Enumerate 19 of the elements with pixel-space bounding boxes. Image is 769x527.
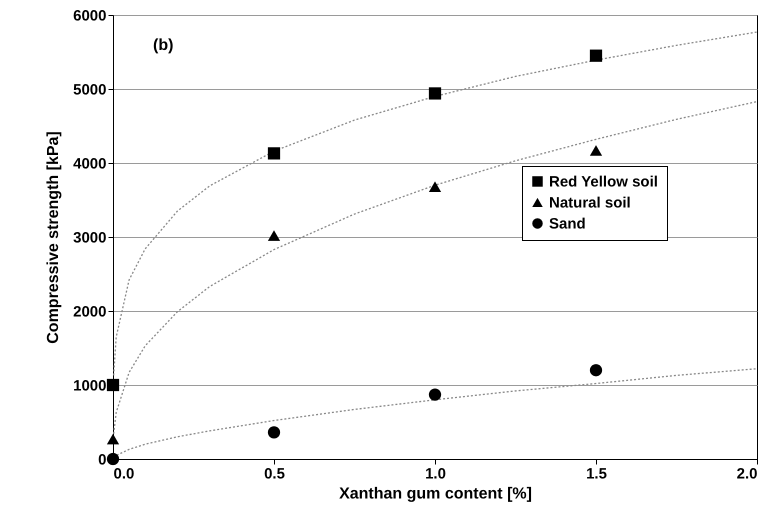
y-tick-label: 3000 xyxy=(73,230,106,246)
x-tick-label: 0.5 xyxy=(264,466,285,482)
x-axis-title: Xanthan gum content [%] xyxy=(339,486,532,502)
y-tick-label: 0 xyxy=(98,452,106,468)
annotation: (b) xyxy=(153,37,174,54)
y-tick-label: 1000 xyxy=(73,378,106,394)
x-tick-label: 0.0 xyxy=(114,466,134,482)
y-tick-label: 4000 xyxy=(73,156,106,172)
x-tick-label: 1.0 xyxy=(425,466,446,482)
y-tick-label: 6000 xyxy=(73,8,106,24)
y-tick-label: 2000 xyxy=(73,304,106,320)
y-tick-label: 5000 xyxy=(73,82,106,98)
legend-label: Red Yellow soil xyxy=(549,173,658,190)
y-axis-title: Compressive strength [kPa] xyxy=(45,131,62,344)
legend-label: Natural soil xyxy=(549,194,631,212)
line-series xyxy=(113,31,757,376)
x-tick-label: 2.0 xyxy=(736,466,758,482)
legend-label: Sand xyxy=(549,215,586,232)
x-tick-label: 1.5 xyxy=(586,466,607,482)
